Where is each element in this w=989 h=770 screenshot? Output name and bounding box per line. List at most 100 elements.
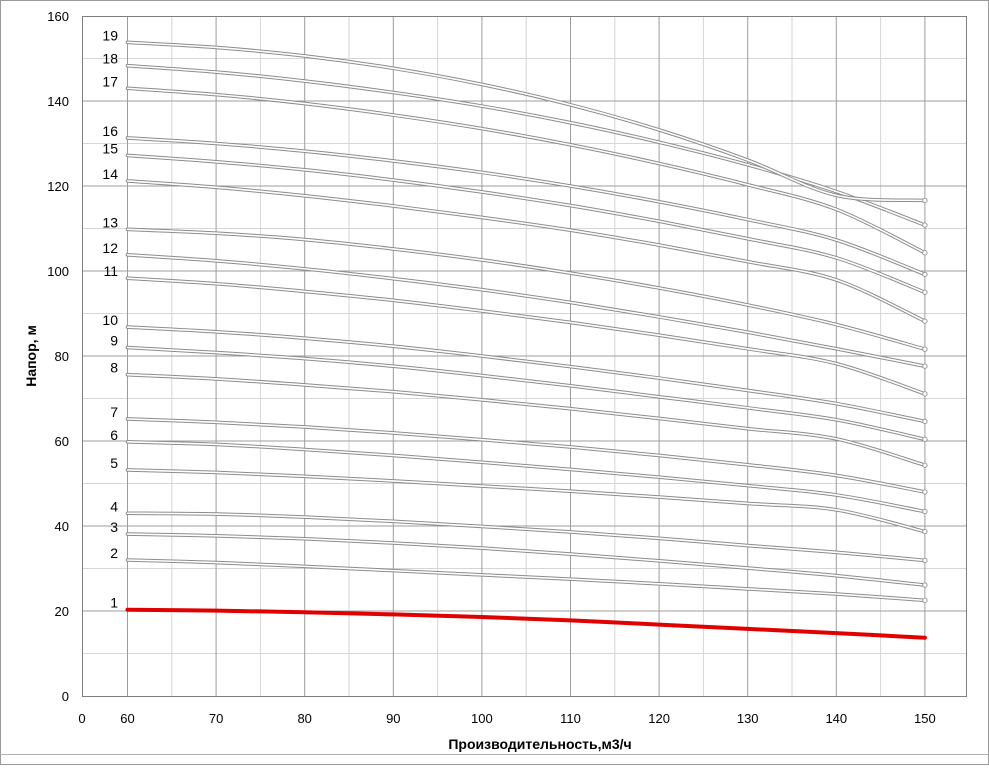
series-11: 11 [103, 263, 928, 397]
series-label-6: 6 [110, 427, 118, 443]
y-tick-label: 80 [55, 349, 69, 364]
x-tick-label: 100 [471, 711, 493, 726]
x-axis-title: Производительность,м3/ч [448, 736, 631, 752]
series-17: 17 [102, 73, 928, 256]
series-end-point-6 [922, 508, 928, 515]
series-end-point-7 [922, 489, 928, 495]
series-label-8: 8 [110, 360, 118, 376]
x-tick-label: 80 [297, 711, 311, 726]
x-tick-label: 110 [560, 711, 581, 726]
series-12: 12 [102, 240, 928, 369]
series-end-point-11 [922, 391, 928, 397]
series-line-inner-8 [126, 373, 926, 467]
plot-area-border [82, 16, 967, 697]
series-end-point-15 [922, 289, 928, 295]
series-line-inner-19 [126, 41, 926, 202]
series-end-point-3 [922, 582, 928, 588]
series-label-19: 19 [102, 27, 118, 43]
series-label-14: 14 [102, 166, 118, 182]
series-line-inner-10 [126, 326, 926, 423]
y-tick-label: 60 [55, 434, 69, 449]
y-tick-label: 0 [62, 689, 69, 704]
series-line-inner-17 [126, 87, 926, 254]
series-line-inner-5 [126, 469, 926, 533]
x-tick-label: 60 [120, 711, 134, 726]
series-line-inner-6 [126, 441, 926, 513]
y-tick-label: 40 [55, 519, 69, 534]
x-tick-label: 120 [648, 711, 670, 726]
series-label-10: 10 [102, 312, 118, 328]
series-8: 8 [110, 360, 928, 468]
series-13: 13 [102, 214, 928, 352]
series-label-2: 2 [110, 545, 118, 561]
series-15: 15 [102, 140, 928, 295]
series-line-inner-3 [126, 533, 926, 586]
series-end-point-8 [922, 462, 928, 468]
series-end-point-18 [922, 222, 928, 228]
series-label-4: 4 [110, 498, 118, 514]
series-line-1 [125, 607, 927, 640]
series-2: 2 [110, 545, 928, 604]
series-line-inner-2 [126, 559, 926, 602]
y-tick-label: 160 [47, 9, 69, 24]
series-9: 9 [110, 333, 928, 442]
series-label-3: 3 [110, 519, 118, 535]
series-1: 1 [110, 595, 927, 640]
series-line-inner-15 [126, 154, 926, 294]
series-5: 5 [110, 455, 928, 535]
y-axis-ticks: 0 20 40 60 80 100 120 140 160 [47, 9, 69, 704]
series-end-point-12 [922, 363, 928, 369]
series-7: 7 [110, 404, 928, 495]
y-tick-label: 140 [47, 94, 69, 109]
series-line-inner-7 [126, 418, 926, 493]
series-label-18: 18 [102, 51, 118, 67]
series-end-point-9 [922, 436, 928, 442]
series-10: 10 [102, 312, 928, 425]
series-19: 19 [102, 27, 928, 204]
series-label-11: 11 [103, 263, 118, 279]
series-6: 6 [110, 427, 928, 515]
series-label-15: 15 [102, 140, 118, 156]
series-label-5: 5 [110, 455, 118, 471]
series-label-9: 9 [110, 333, 118, 349]
series-line-inner-14 [126, 180, 926, 322]
x-axis-ticks: 0 60 70 80 90 100 110 120 130 140 150 [78, 711, 935, 726]
x-tick-label: 90 [386, 711, 400, 726]
series-label-13: 13 [102, 214, 118, 230]
y-tick-label: 20 [55, 604, 69, 619]
y-tick-label: 120 [47, 179, 69, 194]
major-grid [82, 16, 966, 696]
series-label-17: 17 [102, 73, 118, 89]
x-tick-label: 140 [825, 711, 847, 726]
series-16: 16 [102, 123, 928, 278]
series-end-point-16 [922, 271, 928, 278]
series-line-inner-12 [126, 254, 926, 367]
series-line-inner-16 [126, 137, 926, 276]
series-end-point-17 [922, 250, 928, 256]
series-end-point-4 [922, 557, 928, 564]
x-tick-label: 130 [737, 711, 759, 726]
series-line-inner-4 [126, 512, 926, 562]
x-tick-label: 150 [914, 711, 936, 726]
series-end-point-13 [922, 346, 928, 352]
series-end-point-2 [922, 597, 928, 604]
series-end-point-10 [922, 418, 928, 425]
series-4: 4 [110, 498, 928, 564]
series-end-point-5 [922, 528, 928, 535]
series-label-12: 12 [102, 240, 118, 256]
x-tick-label: 70 [209, 711, 223, 726]
minor-grid [82, 16, 966, 696]
series-label-16: 16 [102, 123, 118, 139]
series-end-point-19 [922, 197, 928, 204]
series-line-inner-9 [126, 346, 926, 441]
series-line-inner-11 [126, 277, 926, 395]
y-axis-title: Напор, м [23, 325, 39, 387]
x-tick-label: 0 [78, 711, 85, 726]
series-label-7: 7 [110, 404, 118, 420]
series-14: 14 [102, 166, 928, 324]
y-tick-label: 100 [47, 264, 69, 279]
